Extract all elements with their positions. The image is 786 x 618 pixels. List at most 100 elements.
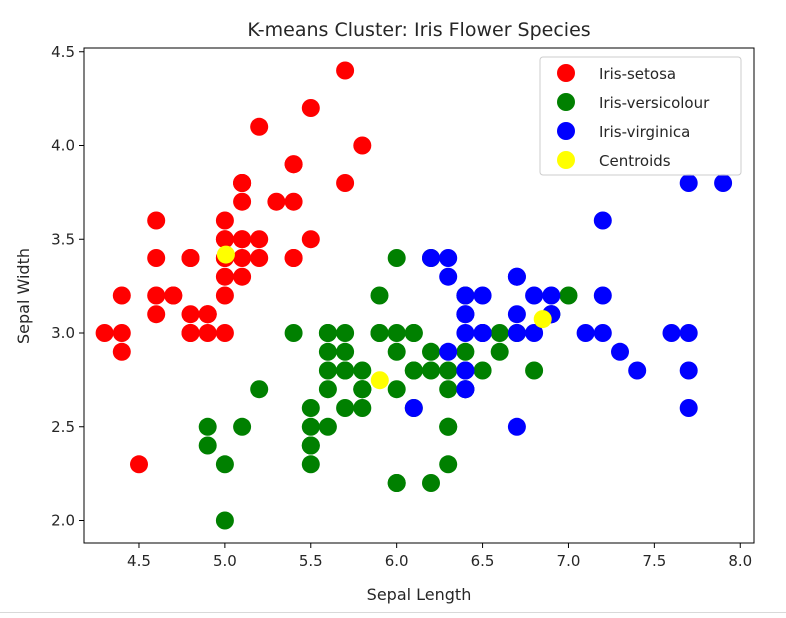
iris-virginica-point [456, 380, 475, 399]
iris-setosa-point [284, 249, 303, 267]
points-layer [95, 61, 733, 530]
y-tick-label: 2.0 [51, 512, 75, 530]
iris-setosa-point [95, 324, 114, 342]
x-tick-label: 7.5 [642, 552, 666, 570]
iris-virginica-point [473, 286, 492, 305]
iris-versicolour-point [353, 380, 372, 399]
plot-frame [83, 47, 755, 544]
legend-label: Iris-versicolour [599, 94, 710, 112]
iris-virginica-point [525, 324, 544, 342]
legend-label: Iris-virginica [599, 123, 690, 141]
iris-versicolour-point [215, 511, 234, 530]
iris-virginica-point [679, 324, 698, 342]
iris-versicolour-point [404, 324, 423, 342]
iris-virginica-point [507, 305, 526, 324]
iris-setosa-point [215, 230, 234, 249]
iris-setosa-point [233, 230, 252, 249]
iris-versicolour-point [387, 249, 406, 267]
iris-versicolour-point [387, 342, 406, 361]
y-axis: 2.0 2.5 3.0 3.5 4.0 4.5 [51, 43, 84, 530]
y-axis-label: Sepal Width [14, 248, 33, 344]
iris-virginica-point [507, 324, 526, 342]
iris-versicolour-point [439, 361, 458, 380]
iris-versicolour-point [490, 324, 509, 342]
legend-label: Iris-setosa [599, 65, 676, 83]
legend: Iris-setosa Iris-versicolour Iris-virginic… [539, 56, 742, 176]
iris-virginica-point [456, 305, 475, 324]
iris-versicolour-point [422, 361, 440, 380]
iris-virginica-point [456, 324, 475, 342]
iris-virginica-point [507, 267, 526, 286]
iris-versicolour-point [490, 342, 509, 361]
iris-setosa-point [215, 211, 234, 230]
x-tick-label: 8.0 [728, 552, 752, 570]
centroid-point [533, 310, 552, 329]
iris-setosa-point [215, 267, 234, 286]
iris-versicolour-point [301, 455, 320, 474]
iris-versicolour-point [318, 361, 337, 380]
iris-versicolour-point [370, 286, 389, 305]
y-tick-label: 4.0 [51, 137, 75, 155]
iris-virginica-point [679, 399, 698, 417]
iris-virginica-point [525, 286, 544, 305]
iris-virginica-point [593, 211, 612, 230]
iris-versicolour-point [284, 324, 303, 342]
y-tick-label: 4.5 [51, 43, 75, 61]
iris-setosa-point [250, 117, 269, 136]
iris-setosa-point [267, 192, 286, 211]
iris-virginica-point [456, 286, 475, 305]
iris-setosa-point [284, 155, 303, 174]
iris-virginica-point [679, 174, 698, 192]
iris-setosa-point [336, 174, 355, 192]
iris-virginica-point [422, 249, 440, 267]
iris-virginica-point [662, 324, 681, 342]
iris-virginica-point [439, 249, 458, 267]
iris-versicolour-point [250, 380, 269, 399]
iris-virginica-point [456, 361, 475, 380]
legend-marker [557, 93, 575, 111]
iris-versicolour-point [336, 399, 355, 417]
iris-versicolour-point [456, 342, 475, 361]
bottom-divider [0, 612, 786, 613]
iris-versicolour-point [525, 361, 544, 380]
iris-setosa-point [181, 249, 200, 267]
iris-versicolour-point [404, 361, 423, 380]
iris-virginica-point [593, 324, 612, 342]
x-tick-label: 7.0 [557, 552, 581, 570]
legend-marker [557, 122, 575, 140]
iris-versicolour-point [198, 417, 217, 436]
iris-setosa-point [147, 249, 166, 267]
x-tick-label: 5.5 [299, 552, 323, 570]
iris-versicolour-point [370, 324, 389, 342]
iris-setosa-point [250, 249, 269, 267]
iris-versicolour-point [336, 324, 355, 342]
iris-setosa-point [181, 305, 200, 324]
iris-versicolour-point [318, 417, 337, 436]
iris-versicolour-point [318, 342, 337, 361]
iris-versicolour-point [301, 417, 320, 436]
iris-virginica-point [473, 324, 492, 342]
iris-setosa-point [130, 455, 148, 474]
iris-versicolour-point [387, 324, 406, 342]
iris-setosa-point [147, 286, 166, 305]
iris-versicolour-point [353, 361, 372, 380]
iris-virginica-point [404, 399, 423, 417]
iris-versicolour-point [353, 399, 372, 417]
iris-virginica-point [542, 286, 561, 305]
iris-setosa-point [301, 99, 320, 117]
iris-setosa-point [215, 324, 234, 342]
iris-virginica-point [576, 324, 595, 342]
iris-setosa-point [353, 136, 372, 155]
iris-virginica-point [439, 267, 458, 286]
iris-setosa-point [147, 211, 166, 230]
iris-setosa-point [112, 286, 131, 305]
legend-marker [557, 64, 575, 82]
iris-versicolour-point [301, 399, 320, 417]
legend-box [539, 56, 742, 176]
iris-setosa-point [198, 324, 217, 342]
iris-versicolour-point [422, 342, 440, 361]
iris-setosa-point [215, 286, 234, 305]
iris-versicolour-point [473, 361, 492, 380]
iris-setosa-point [233, 249, 252, 267]
iris-versicolour-point [439, 380, 458, 399]
